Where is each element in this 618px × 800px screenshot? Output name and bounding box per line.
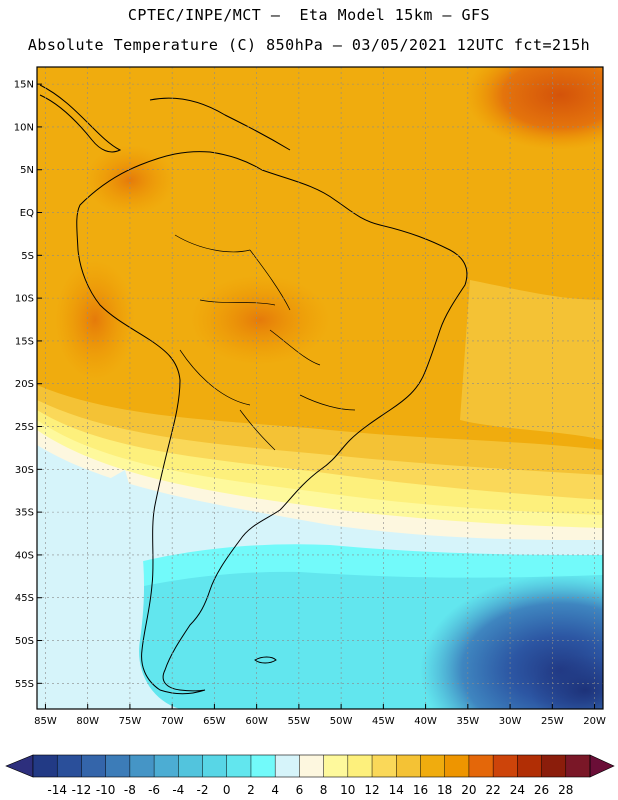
title-line-1: CPTEC/INPE/MCT – Eta Model 15km – GFS <box>127 6 491 24</box>
colorbar-label: 22 <box>485 783 500 797</box>
plot-frame <box>36 66 604 710</box>
colorbar-swatch <box>517 755 542 777</box>
lat-label: 50S <box>15 636 34 647</box>
colorbar-swatch <box>444 755 470 777</box>
colorbar-label: 2 <box>247 783 255 797</box>
colorbar-swatch <box>250 755 276 777</box>
colorbar-swatch <box>372 755 397 777</box>
temperature-field <box>37 67 603 709</box>
lat-label: 15N <box>14 80 34 91</box>
lon-label: 55W <box>288 716 311 727</box>
colorbar-label: 16 <box>413 783 428 797</box>
colorbar-label: -14 <box>47 783 67 797</box>
colorbar-label: 18 <box>437 783 452 797</box>
colorbar-label: 12 <box>364 783 379 797</box>
latitude-labels: 15N 10N 5N EQ 5S 10S 15S 20S 25S 30S 35S 40S 45S 50S 5… <box>14 80 34 690</box>
lon-label: 85W <box>34 716 57 727</box>
colorbar-label: -10 <box>96 783 116 797</box>
longitude-labels: 85W 80W 75W 70W 65W 60W 55W 50W 45W 40W 35W 30W 25W 2… <box>34 716 606 727</box>
central-america-outline <box>39 84 122 153</box>
falklands <box>254 656 277 664</box>
colorbar-label: 24 <box>510 783 525 797</box>
colorbar-label: 8 <box>320 783 328 797</box>
country-borders <box>174 234 356 451</box>
colorbar-label: 20 <box>461 783 476 797</box>
lat-label: 20S <box>15 379 34 390</box>
colorbar-label: -2 <box>197 783 209 797</box>
colorbar-swatch <box>178 755 203 777</box>
lat-label: 40S <box>15 550 34 561</box>
lat-label: EQ <box>20 208 34 219</box>
lat-label: 30S <box>15 465 34 476</box>
lon-label: 35W <box>457 716 480 727</box>
lon-label: 25W <box>541 716 564 727</box>
lon-label: 40W <box>414 716 437 727</box>
colorbar-swatch <box>275 755 300 777</box>
colorbar-label: -4 <box>172 783 184 797</box>
colorbar-swatch <box>396 755 421 777</box>
colorbar-swatch <box>105 755 131 777</box>
lat-label: 45S <box>15 593 34 604</box>
colorbar-swatch <box>81 755 106 777</box>
lon-label: 50W <box>330 716 353 727</box>
colorbar-label: -6 <box>148 783 160 797</box>
colorbar-swatch <box>129 755 155 777</box>
colorbar-swatch <box>202 755 228 777</box>
colorbar: -14 -12 -10 -8 -6 -4 -2 0 2 4 6 8 10 12 14 16 18 20 22 24 26… <box>5 754 615 797</box>
lon-label: 65W <box>203 716 226 727</box>
colorbar-swatch <box>57 755 82 777</box>
lat-label: 10N <box>14 122 34 133</box>
colorbar-label: 6 <box>296 783 304 797</box>
lat-label: 5N <box>20 165 34 176</box>
lon-label: 45W <box>372 716 395 727</box>
colorbar-arrow-low <box>5 754 34 778</box>
lon-label: 80W <box>76 716 99 727</box>
lat-label: 5S <box>21 251 34 262</box>
lon-label: 75W <box>119 716 142 727</box>
lat-label: 35S <box>15 508 34 519</box>
colorbar-swatch <box>420 755 445 777</box>
lat-label: 10S <box>15 294 34 305</box>
lat-label: 25S <box>15 422 34 433</box>
colorbar-label: 26 <box>534 783 549 797</box>
colorbar-label: -8 <box>124 783 136 797</box>
colorbar-swatch <box>154 755 179 777</box>
lon-label: 70W <box>161 716 184 727</box>
colorbar-swatch <box>565 755 591 777</box>
lat-label: 15S <box>15 336 34 347</box>
colorbar-swatch <box>299 755 324 777</box>
colorbar-swatch <box>493 755 518 777</box>
colorbar-label: 28 <box>558 783 573 797</box>
colorbar-label: 4 <box>271 783 279 797</box>
colorbar-label: 14 <box>389 783 404 797</box>
colorbar-swatch <box>347 755 373 777</box>
graticule <box>37 67 603 709</box>
colorbar-swatch <box>541 755 567 777</box>
colorbar-label: 0 <box>223 783 231 797</box>
lon-label: 60W <box>245 716 268 727</box>
lat-label: 55S <box>15 679 34 690</box>
lon-label: 30W <box>499 716 522 727</box>
colorbar-swatch <box>33 755 58 777</box>
colorbar-arrow-high <box>589 754 615 778</box>
south-america-outline <box>76 151 468 695</box>
colorbar-label: -12 <box>72 783 92 797</box>
colorbar-swatch <box>468 755 494 777</box>
colorbar-swatch <box>323 755 349 777</box>
title-line-2: Absolute Temperature (C) 850hPa – 03/05/… <box>27 36 591 54</box>
colorbar-label: 10 <box>340 783 355 797</box>
lon-label: 20W <box>583 716 606 727</box>
colorbar-frame <box>32 754 591 778</box>
colorbar-swatch <box>226 755 252 777</box>
